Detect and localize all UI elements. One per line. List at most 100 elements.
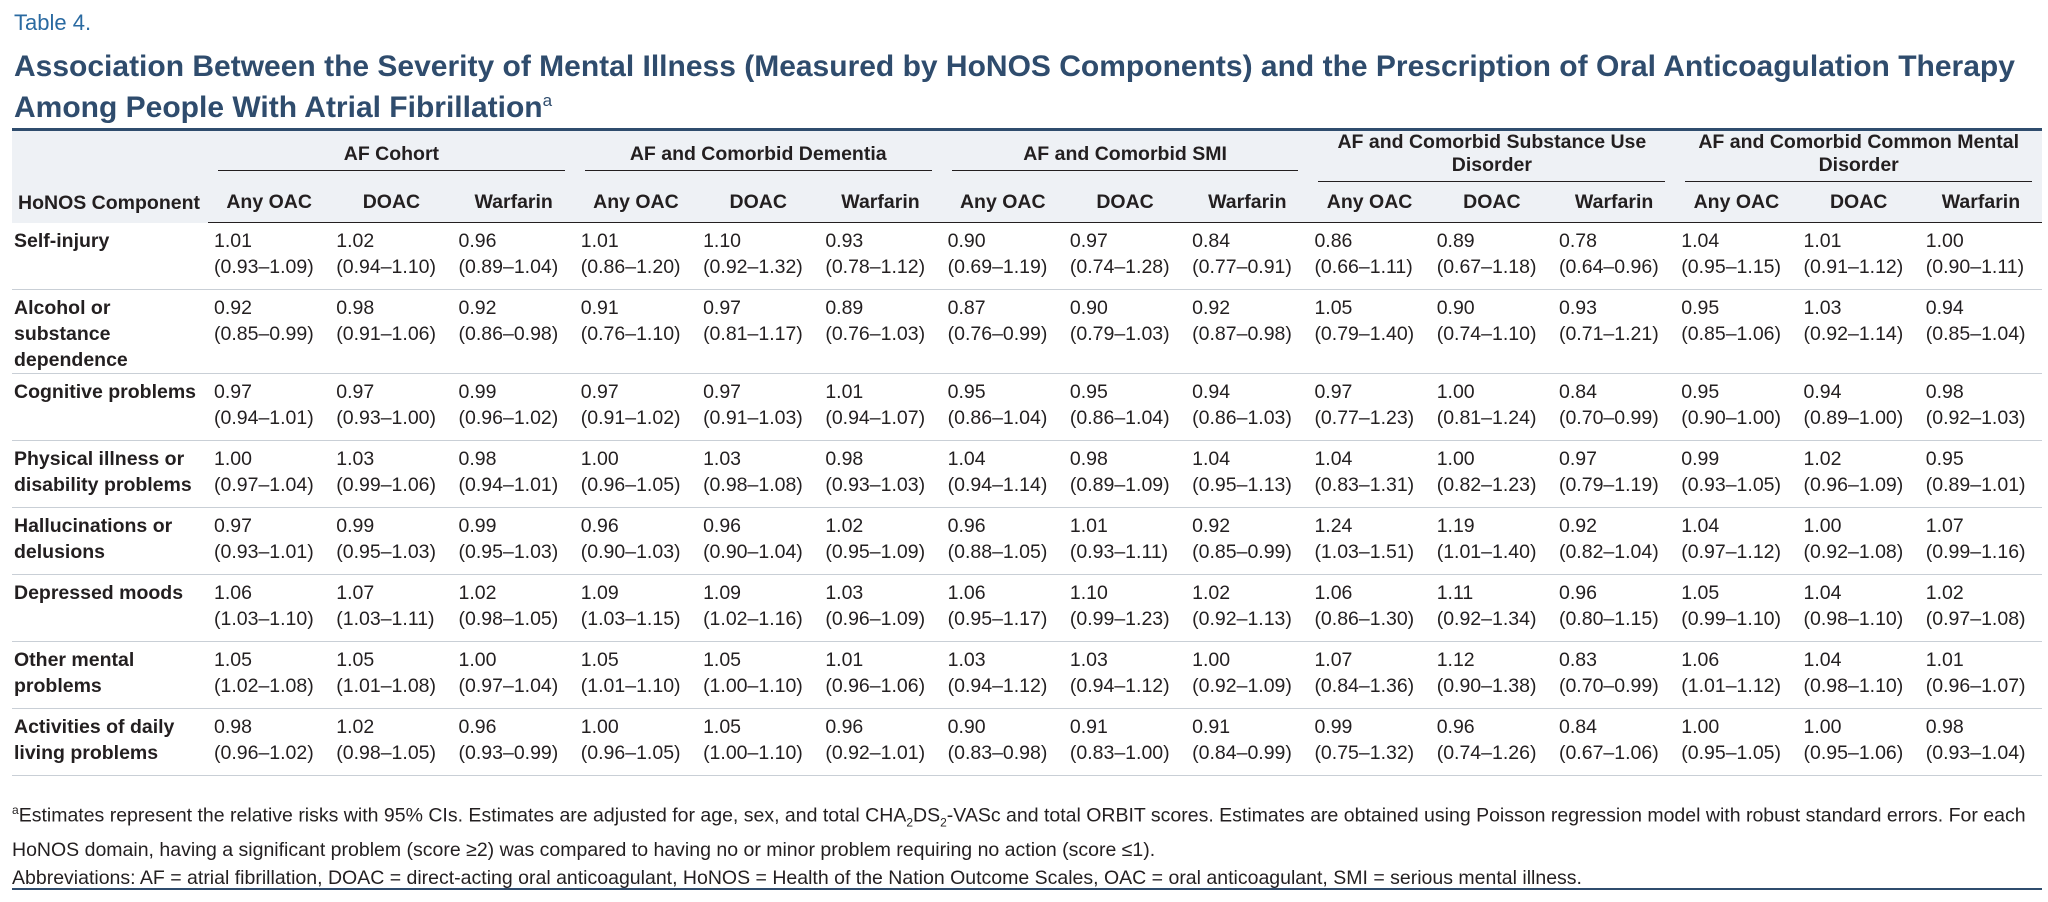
- confidence-interval: (0.67–1.06): [1558, 742, 1659, 764]
- table-cell: 0.97 (0.91–1.02): [574, 373, 698, 441]
- confidence-interval: (0.94–1.12): [1069, 675, 1170, 697]
- estimate: 0.96: [1436, 716, 1475, 738]
- confidence-interval: (0.92–1.13): [1192, 608, 1292, 630]
- table-cell: 1.19 (1.01–1.40): [1430, 507, 1553, 575]
- estimate: 1.02: [1192, 582, 1231, 604]
- confidence-interval: (0.98–1.08): [703, 474, 803, 496]
- confidence-interval: (0.95–1.05): [1681, 742, 1782, 764]
- table-cell: 1.00 (0.97–1.04): [452, 641, 575, 709]
- confidence-interval: (0.89–1.00): [1803, 407, 1904, 429]
- table-cell: 1.01 (0.96–1.06): [819, 641, 942, 709]
- row-label: Other mental problems: [12, 641, 208, 709]
- estimate: 1.09: [580, 582, 619, 604]
- table-cell: 0.96 (0.74–1.26): [1430, 708, 1553, 776]
- confidence-interval: (0.98–1.10): [1803, 675, 1904, 697]
- row-label: Alcohol or substance dependence: [12, 289, 208, 374]
- estimate: 0.96: [1558, 582, 1597, 604]
- table-cell: 0.95 (0.85–1.06): [1675, 289, 1798, 374]
- estimate: 0.92: [214, 297, 252, 319]
- confidence-interval: (0.99–1.23): [1069, 608, 1170, 630]
- estimate: 0.97: [1069, 230, 1108, 252]
- estimate: 1.24: [1314, 515, 1353, 537]
- confidence-interval: (0.74–1.10): [1436, 323, 1537, 345]
- table-row: Hallucinations or delusions 0.97 (0.93–1.0…: [12, 507, 2043, 575]
- confidence-interval: (0.93–1.05): [1681, 474, 1782, 496]
- table-cell: 0.99 (0.75–1.32): [1308, 708, 1431, 776]
- footnote-text: Estimates represent the relative risks w…: [18, 804, 907, 827]
- table-cell: 1.01 (0.86–1.20): [574, 222, 698, 290]
- confidence-interval: (1.02–1.16): [703, 608, 803, 630]
- footnote-a: aEstimates represent the relative risks …: [12, 796, 2028, 864]
- estimate: 1.05: [214, 649, 252, 671]
- column-header: DOAC: [330, 182, 453, 223]
- confidence-interval: (0.78–1.12): [825, 256, 926, 278]
- estimate: 1.07: [1925, 515, 1964, 537]
- estimate: 1.11: [1436, 582, 1474, 604]
- confidence-interval: (0.95–1.09): [825, 541, 926, 563]
- footnote-text: DS: [913, 804, 941, 827]
- table-cell: 1.02 (0.92–1.13): [1186, 574, 1309, 642]
- estimate: 0.96: [458, 230, 497, 252]
- confidence-interval: (0.95–1.13): [1192, 474, 1292, 496]
- confidence-interval: (0.69–1.19): [947, 256, 1048, 278]
- estimate: 1.05: [703, 649, 742, 671]
- estimate: 1.05: [1314, 297, 1353, 319]
- estimate: 0.91: [1069, 716, 1108, 738]
- table-cell: 1.05 (1.00–1.10): [697, 641, 820, 709]
- confidence-interval: (0.91–1.12): [1803, 256, 1904, 278]
- confidence-interval: (1.03–1.10): [214, 608, 314, 630]
- table-cell: 0.96 (0.93–0.99): [452, 708, 575, 776]
- confidence-interval: (0.64–0.96): [1558, 256, 1659, 278]
- confidence-interval: (1.00–1.10): [703, 742, 803, 764]
- estimate: 0.90: [1436, 297, 1475, 319]
- table-cell: 1.24 (1.03–1.51): [1308, 507, 1431, 575]
- estimate: 1.01: [1803, 230, 1842, 252]
- bottom-rule: [12, 888, 2042, 890]
- estimate: 0.84: [1558, 381, 1597, 403]
- table-cell: 1.06 (1.01–1.12): [1675, 641, 1798, 709]
- confidence-interval: (0.95–1.03): [458, 541, 559, 563]
- row-label: Hallucinations or delusions: [12, 507, 208, 575]
- estimate: 1.00: [214, 448, 252, 470]
- estimate: 0.99: [1681, 448, 1720, 470]
- estimate: 1.01: [825, 381, 864, 403]
- estimate: 0.98: [214, 716, 252, 738]
- confidence-interval: (0.75–1.32): [1314, 742, 1415, 764]
- table-cell: 0.95 (0.89–1.01): [1919, 440, 2043, 508]
- table-cell: 0.91 (0.83–1.00): [1063, 708, 1187, 776]
- confidence-interval: (1.01–1.12): [1681, 675, 1782, 697]
- estimate: 1.06: [1681, 649, 1720, 671]
- confidence-interval: (0.94–1.12): [947, 675, 1048, 697]
- table-label: Table 4.: [14, 10, 92, 35]
- data-table: HoNOS Component AF Cohort AF and Comorbid …: [12, 128, 2043, 776]
- confidence-interval: (1.01–1.10): [580, 675, 681, 697]
- table-cell: 1.05 (1.00–1.10): [697, 708, 820, 776]
- confidence-interval: (0.76–0.99): [947, 323, 1048, 345]
- confidence-interval: (0.80–1.15): [1558, 608, 1659, 630]
- table-row: Depressed moods 1.06 (1.03–1.10) 1.07 (1.03–…: [12, 574, 2043, 642]
- table-cell: 0.97 (0.79–1.19): [1552, 440, 1676, 508]
- column-header: Any OAC: [1308, 182, 1431, 223]
- estimate: 0.98: [825, 448, 864, 470]
- table-cell: 1.04 (0.98–1.10): [1797, 641, 1920, 709]
- estimate: 0.96: [703, 515, 742, 537]
- estimate: 1.05: [703, 716, 742, 738]
- confidence-interval: (0.83–0.98): [947, 742, 1048, 764]
- confidence-interval: (0.76–1.10): [580, 323, 681, 345]
- estimate: 1.02: [825, 515, 864, 537]
- table-cell: 0.99 (0.96–1.02): [452, 373, 575, 441]
- table-row: Activities of daily living problems 0.98 (…: [12, 708, 2043, 776]
- estimate: 1.03: [825, 582, 864, 604]
- confidence-interval: (0.90–1.38): [1436, 675, 1537, 697]
- estimate: 0.99: [1314, 716, 1353, 738]
- table-cell: 1.03 (0.92–1.14): [1797, 289, 1920, 374]
- estimate: 1.00: [1436, 448, 1475, 470]
- table-cell: 1.02 (0.94–1.10): [330, 222, 453, 290]
- table-cell: 1.00 (0.92–1.08): [1797, 507, 1920, 575]
- confidence-interval: (0.79–1.40): [1314, 323, 1415, 345]
- table-cell: 0.96 (0.89–1.04): [452, 222, 575, 290]
- column-header: Warfarin: [1552, 182, 1676, 223]
- estimate: 1.03: [1803, 297, 1842, 319]
- table-row: Physical illness or disability problems 1…: [12, 440, 2043, 508]
- table-cell: 1.03 (0.98–1.08): [697, 440, 820, 508]
